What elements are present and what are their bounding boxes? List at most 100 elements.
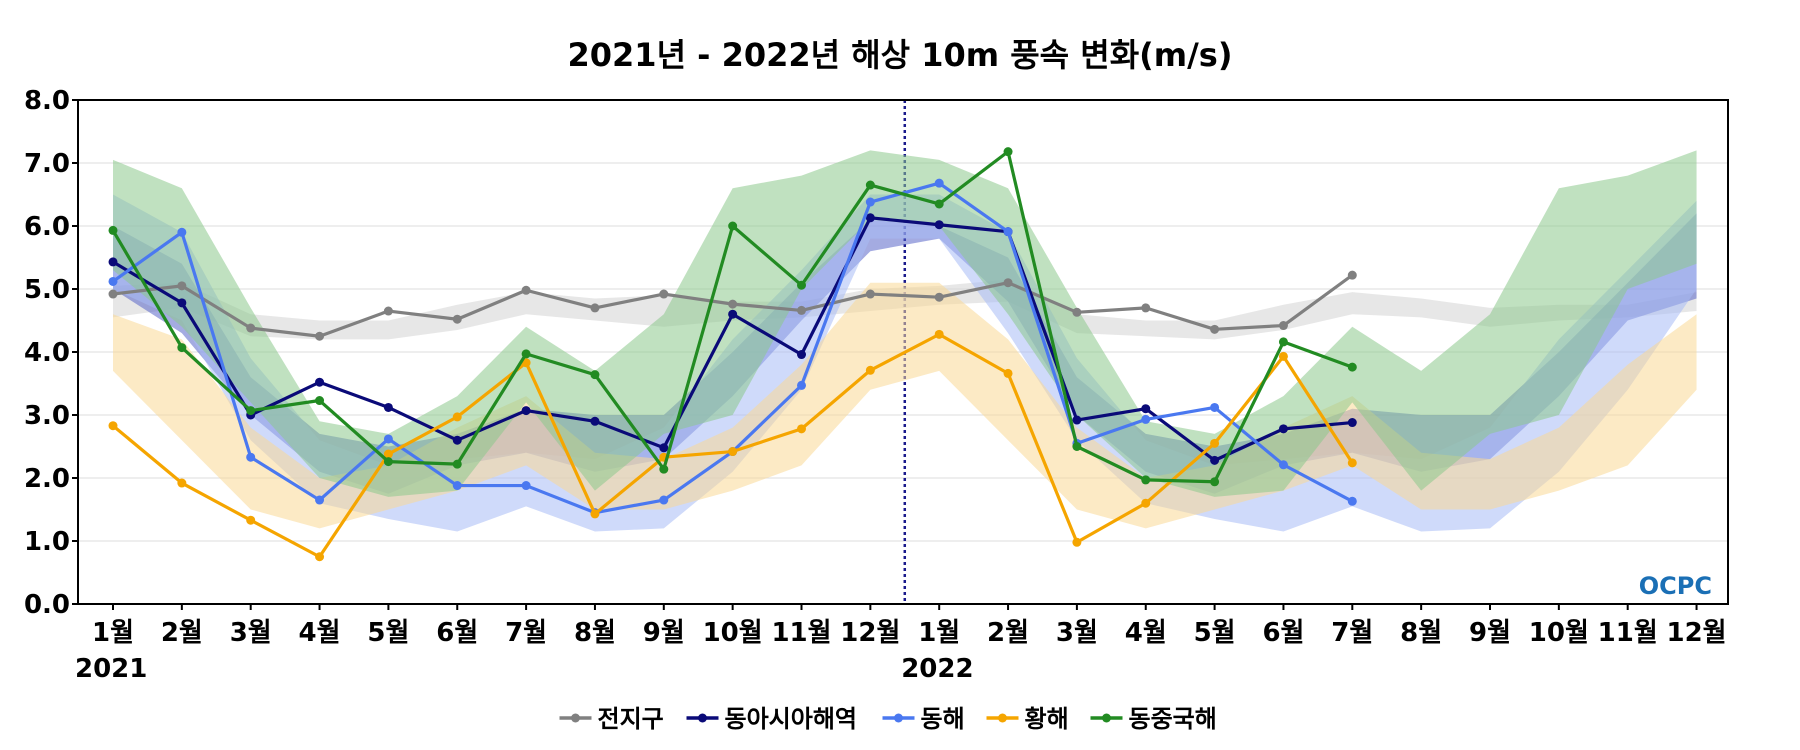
data-point-황해[interactable] <box>1141 498 1151 508</box>
data-point-동해[interactable] <box>383 434 393 444</box>
data-point-전지구[interactable] <box>383 306 393 316</box>
x-tick-label: 5월 <box>1194 618 1236 648</box>
data-point-동해[interactable] <box>1278 460 1288 470</box>
data-point-동중국해[interactable] <box>1210 477 1220 487</box>
data-point-동해[interactable] <box>108 276 118 286</box>
data-point-동중국해[interactable] <box>383 457 393 467</box>
data-point-동해[interactable] <box>315 495 325 505</box>
data-point-황해[interactable] <box>1003 368 1013 378</box>
data-point-동아시아해역[interactable] <box>315 377 325 387</box>
legend-item-전지구[interactable]: 전지구 <box>559 705 664 733</box>
data-point-동아시아해역[interactable] <box>108 257 118 267</box>
data-point-전지구[interactable] <box>797 305 806 315</box>
year-label: 2022 <box>901 654 973 684</box>
data-point-동중국해[interactable] <box>246 406 256 416</box>
data-point-전지구[interactable] <box>590 303 600 313</box>
data-point-황해[interactable] <box>108 421 118 431</box>
data-point-동아시아해역[interactable] <box>659 443 669 453</box>
data-point-황해[interactable] <box>177 478 187 488</box>
data-point-전지구[interactable] <box>1210 324 1220 334</box>
data-point-동아시아해역[interactable] <box>1210 455 1220 465</box>
data-point-동중국해[interactable] <box>797 280 806 290</box>
legend-item-동해[interactable]: 동해 <box>882 705 965 733</box>
data-point-동아시아해역[interactable] <box>177 298 187 308</box>
data-point-황해[interactable] <box>315 552 325 562</box>
data-point-황해[interactable] <box>865 365 875 375</box>
data-point-전지구[interactable] <box>659 289 669 299</box>
data-point-동해[interactable] <box>246 452 256 462</box>
data-point-동중국해[interactable] <box>1003 147 1013 157</box>
legend-item-동아시아해역[interactable]: 동아시아해역 <box>686 705 857 733</box>
data-point-황해[interactable] <box>728 447 738 457</box>
data-point-동해[interactable] <box>177 227 187 237</box>
legend-item-황해[interactable]: 황해 <box>986 705 1069 733</box>
data-point-동중국해[interactable] <box>728 221 738 231</box>
data-point-동해[interactable] <box>1210 402 1220 412</box>
data-point-동아시아해역[interactable] <box>521 406 531 416</box>
data-point-동해[interactable] <box>934 178 944 188</box>
data-point-동중국해[interactable] <box>521 349 531 359</box>
data-point-전지구[interactable] <box>452 314 462 324</box>
data-point-전지구[interactable] <box>108 289 118 299</box>
data-point-동해[interactable] <box>659 495 669 505</box>
x-tick-label: 12월 <box>1666 618 1726 648</box>
data-point-전지구[interactable] <box>728 299 738 309</box>
y-tick-label: 7.0 <box>24 149 70 179</box>
data-point-황해[interactable] <box>1072 537 1082 547</box>
data-point-동중국해[interactable] <box>1347 362 1357 372</box>
data-point-동아시아해역[interactable] <box>865 213 875 223</box>
data-point-동중국해[interactable] <box>590 370 600 380</box>
data-point-동아시아해역[interactable] <box>797 350 806 360</box>
data-point-동중국해[interactable] <box>865 180 875 190</box>
legend-item-동중국해[interactable]: 동중국해 <box>1090 705 1217 733</box>
data-point-전지구[interactable] <box>1003 278 1013 288</box>
data-point-동해[interactable] <box>521 481 531 491</box>
data-point-동중국해[interactable] <box>1141 475 1151 485</box>
data-point-황해[interactable] <box>934 329 944 339</box>
data-point-전지구[interactable] <box>246 323 256 333</box>
data-point-황해[interactable] <box>1347 458 1357 468</box>
data-point-동해[interactable] <box>1347 496 1357 506</box>
data-point-황해[interactable] <box>383 449 393 459</box>
data-point-전지구[interactable] <box>1347 270 1357 280</box>
data-point-동중국해[interactable] <box>452 459 462 469</box>
data-point-동중국해[interactable] <box>108 225 118 235</box>
data-point-동아시아해역[interactable] <box>452 435 462 445</box>
data-point-동아시아해역[interactable] <box>383 402 393 412</box>
data-point-황해[interactable] <box>590 509 600 519</box>
data-point-동해[interactable] <box>797 380 806 390</box>
data-point-전지구[interactable] <box>521 285 531 295</box>
data-point-전지구[interactable] <box>934 292 944 302</box>
data-point-동아시아해역[interactable] <box>1347 418 1357 428</box>
data-point-황해[interactable] <box>452 412 462 422</box>
y-axis-ticks: 0.0 1.0 2.0 3.0 4.0 5.0 6.0 7.0 8.0 <box>24 86 78 620</box>
data-point-동중국해[interactable] <box>934 199 944 209</box>
data-point-동해[interactable] <box>1003 227 1013 237</box>
data-point-동아시아해역[interactable] <box>1141 404 1151 414</box>
data-point-동아시아해역[interactable] <box>1072 415 1082 425</box>
data-point-동해[interactable] <box>865 197 875 207</box>
data-point-황해[interactable] <box>246 515 256 525</box>
data-point-황해[interactable] <box>1210 438 1220 448</box>
data-point-동아시아해역[interactable] <box>590 416 600 426</box>
data-point-동해[interactable] <box>1141 414 1151 424</box>
data-point-동중국해[interactable] <box>659 464 669 474</box>
data-point-전지구[interactable] <box>865 289 875 299</box>
data-point-전지구[interactable] <box>177 281 187 291</box>
data-point-동중국해[interactable] <box>1072 442 1082 451</box>
data-point-동중국해[interactable] <box>1278 337 1288 347</box>
data-point-전지구[interactable] <box>1072 307 1082 317</box>
data-point-전지구[interactable] <box>315 331 325 341</box>
data-point-전지구[interactable] <box>1278 321 1288 331</box>
x-tick-label: 10월 <box>703 618 763 648</box>
data-point-동중국해[interactable] <box>177 343 187 353</box>
data-point-동아시아해역[interactable] <box>1278 424 1288 434</box>
data-point-황해[interactable] <box>797 424 806 434</box>
data-point-동중국해[interactable] <box>315 396 325 406</box>
data-point-동해[interactable] <box>452 481 462 491</box>
data-point-동아시아해역[interactable] <box>934 220 944 230</box>
data-point-동아시아해역[interactable] <box>728 309 738 319</box>
data-point-황해[interactable] <box>1278 351 1288 361</box>
data-point-전지구[interactable] <box>1141 303 1151 313</box>
x-axis-ticks: 1월 2월 3월 4월 5월 6월 7월 8월 9월 10월 11월 12월 1월 2월 3월 4월 5월 6월 7… <box>75 604 1727 684</box>
